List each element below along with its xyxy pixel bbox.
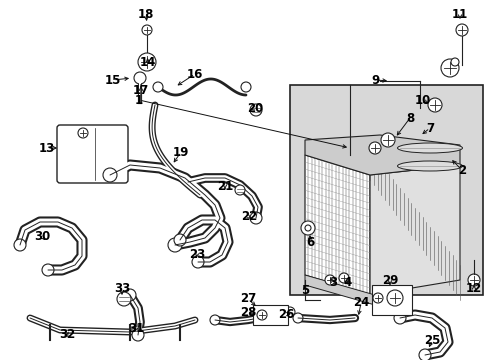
Circle shape xyxy=(241,82,250,92)
Circle shape xyxy=(338,273,348,283)
Bar xyxy=(289,85,482,295)
Circle shape xyxy=(285,307,294,317)
Circle shape xyxy=(249,104,262,116)
Circle shape xyxy=(42,264,54,276)
Text: 15: 15 xyxy=(104,73,121,86)
Text: 29: 29 xyxy=(381,274,397,288)
Text: 7: 7 xyxy=(425,122,433,135)
FancyBboxPatch shape xyxy=(57,125,128,183)
Text: 28: 28 xyxy=(239,306,256,320)
Text: 10: 10 xyxy=(414,94,430,107)
Text: 25: 25 xyxy=(423,333,439,346)
Circle shape xyxy=(134,72,146,84)
Text: 26: 26 xyxy=(277,307,294,320)
Circle shape xyxy=(450,58,458,66)
Circle shape xyxy=(393,312,405,324)
Circle shape xyxy=(305,225,310,231)
Circle shape xyxy=(235,185,244,195)
Text: 2: 2 xyxy=(457,163,465,176)
Text: 33: 33 xyxy=(114,282,130,294)
Text: 4: 4 xyxy=(343,275,351,288)
Text: 13: 13 xyxy=(39,141,55,154)
Text: 31: 31 xyxy=(128,321,144,334)
Polygon shape xyxy=(305,275,374,305)
Circle shape xyxy=(386,290,402,306)
Text: 9: 9 xyxy=(370,73,378,86)
Text: 18: 18 xyxy=(138,8,154,21)
Text: 20: 20 xyxy=(246,102,263,114)
Ellipse shape xyxy=(397,161,462,171)
Text: 12: 12 xyxy=(465,282,481,294)
Bar xyxy=(371,285,411,315)
Circle shape xyxy=(325,275,334,285)
Circle shape xyxy=(138,53,156,71)
Text: 14: 14 xyxy=(140,57,156,69)
Circle shape xyxy=(117,292,131,306)
Text: 5: 5 xyxy=(300,284,308,297)
Text: 3: 3 xyxy=(328,275,336,288)
Text: 16: 16 xyxy=(186,68,203,81)
Polygon shape xyxy=(369,165,459,295)
Bar xyxy=(252,305,287,325)
Circle shape xyxy=(372,293,382,303)
Circle shape xyxy=(192,256,203,268)
Circle shape xyxy=(301,221,314,235)
Circle shape xyxy=(142,25,152,35)
Circle shape xyxy=(467,274,479,286)
Circle shape xyxy=(368,142,380,154)
Text: 27: 27 xyxy=(240,292,256,306)
Text: 23: 23 xyxy=(188,248,204,261)
Circle shape xyxy=(292,313,303,323)
Ellipse shape xyxy=(397,143,462,153)
Text: 32: 32 xyxy=(59,328,75,342)
Circle shape xyxy=(124,289,136,301)
Circle shape xyxy=(380,133,394,147)
Text: 24: 24 xyxy=(352,297,368,310)
Text: 8: 8 xyxy=(405,112,413,125)
Circle shape xyxy=(153,82,163,92)
Circle shape xyxy=(168,238,182,252)
Circle shape xyxy=(257,310,266,320)
Circle shape xyxy=(427,98,441,112)
Text: 6: 6 xyxy=(305,237,313,249)
Text: 17: 17 xyxy=(133,84,149,96)
Polygon shape xyxy=(305,155,369,295)
Circle shape xyxy=(174,234,185,246)
Circle shape xyxy=(418,349,430,360)
Text: 19: 19 xyxy=(172,145,189,158)
Circle shape xyxy=(132,329,143,341)
Text: 22: 22 xyxy=(241,211,257,224)
Circle shape xyxy=(249,212,262,224)
Text: 21: 21 xyxy=(217,180,233,193)
Circle shape xyxy=(103,168,117,182)
Polygon shape xyxy=(305,135,459,175)
Circle shape xyxy=(440,59,458,77)
Text: 11: 11 xyxy=(451,8,467,21)
Circle shape xyxy=(14,239,26,251)
Text: 1: 1 xyxy=(135,94,143,107)
Circle shape xyxy=(455,24,467,36)
Text: 30: 30 xyxy=(34,230,50,243)
Circle shape xyxy=(209,315,220,325)
Circle shape xyxy=(78,128,88,138)
